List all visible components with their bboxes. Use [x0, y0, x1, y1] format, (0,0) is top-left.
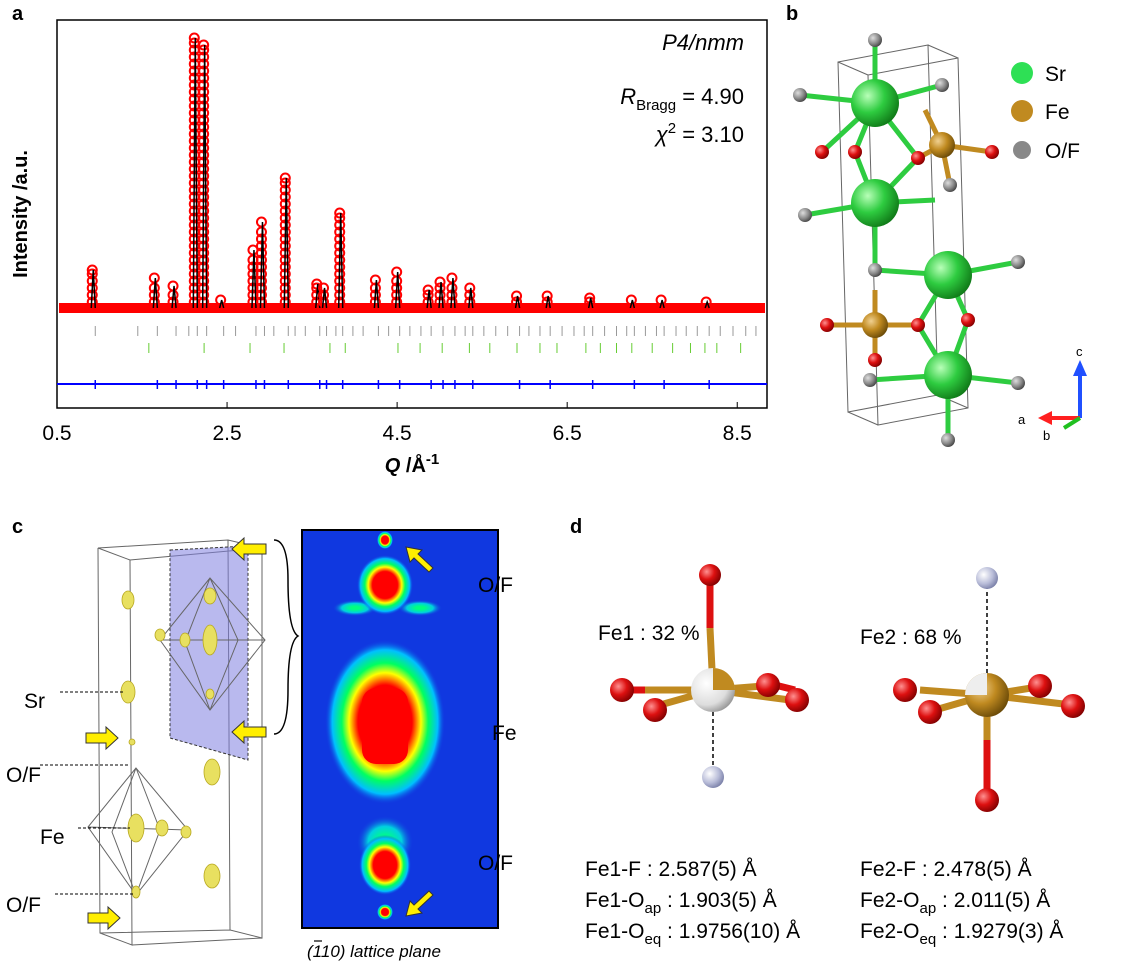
chi-symbol: χ	[654, 122, 669, 147]
panel-a: Intensity /a.u. Q /Å-1 P4/nmm RBragg = 4…	[10, 20, 767, 477]
r-value: = 4.90	[676, 84, 744, 109]
bond-name: Fe1-O	[585, 889, 645, 912]
figure: a b c d Intensity /a.u. Q /Å-1 P4/nmm RB…	[0, 0, 1140, 966]
panel-label: a	[12, 3, 24, 25]
panel-c: Sr O/F Fe O/F O/F Fe O/F (110) lattice p…	[6, 530, 517, 961]
bond-length: Fe1-Oap : 1.903(5) Å	[585, 889, 777, 917]
bond-sub: eq	[920, 931, 937, 948]
axis-label: b	[1043, 428, 1050, 443]
map-label: O/F	[478, 574, 513, 597]
legend-swatch	[1013, 141, 1031, 159]
bond-value: : 2.011(5) Å	[936, 889, 1050, 912]
legend-label: Fe	[1045, 101, 1070, 124]
page: {"panel_labels": ["a", "b", "c", "d"], "…	[0, 0, 1140, 966]
caption-rest: 10) lattice plane	[321, 942, 441, 961]
bond-value: : 1.9756(10) Å	[661, 920, 800, 943]
observed-peak	[257, 218, 266, 227]
observed-peak	[436, 278, 445, 287]
legend-swatch	[1011, 100, 1033, 122]
legend-label: O/F	[1045, 140, 1080, 163]
bond-length: Fe1-Oeq : 1.9756(10) Å	[585, 920, 800, 948]
chi-value: = 3.10	[676, 122, 744, 147]
space-group: P4/nmm	[662, 30, 744, 55]
panel-label: c	[12, 516, 23, 538]
observed-peak	[150, 274, 159, 283]
bond-lengths: Fe1-F : 2.587(5) ÅFe1-Oap : 1.903(5) ÅFe…	[585, 858, 1063, 948]
site-label: Fe1 : 32 %	[598, 622, 700, 645]
map-label: Fe	[492, 722, 517, 745]
bond-length: Fe2-Oap : 2.011(5) Å	[860, 889, 1050, 917]
r-bragg: RBragg = 4.90	[620, 84, 744, 114]
bond-sub: ap	[920, 900, 937, 917]
bond-sub: ap	[645, 900, 662, 917]
map-caption: (110) lattice plane	[307, 942, 441, 961]
panel-label: d	[570, 516, 582, 538]
panel-d: Fe1 : 32 % Fe2 : 68 % Fe1-F : 2.587(5) Å…	[585, 564, 1085, 948]
r-symbol: R	[620, 84, 636, 109]
legend-label: Sr	[1045, 63, 1066, 86]
bond-name: Fe1-O	[585, 920, 645, 943]
atom-label: Fe	[40, 826, 65, 849]
bond-value: : 2.587(5) Å	[641, 858, 757, 881]
legend-swatch	[1011, 62, 1033, 84]
brace	[274, 540, 298, 734]
bond-name: Fe2-F	[860, 858, 916, 881]
axis-label: c	[1076, 344, 1083, 359]
observed-peak	[392, 268, 401, 277]
bond-sub: eq	[645, 931, 662, 948]
x-label-unit: /Å	[400, 453, 426, 477]
map-label: O/F	[478, 852, 513, 875]
bond-name: Fe2-O	[860, 920, 920, 943]
axis-label: a	[1018, 412, 1026, 427]
site-label: Fe2 : 68 %	[860, 626, 962, 649]
bond-name: Fe2-O	[860, 889, 920, 912]
plot-frame	[57, 20, 767, 408]
x-axis-label: Q /Å-1	[385, 451, 439, 477]
x-label-symbol: Q	[385, 455, 401, 477]
atom-label: O/F	[6, 894, 41, 917]
chi2: χ2 = 3.10	[654, 120, 744, 147]
r-sub: Bragg	[636, 97, 676, 114]
x-tick-label: 6.5	[553, 422, 582, 445]
y-axis-label: Intensity /a.u.	[10, 150, 32, 278]
calculated-peak	[203, 45, 207, 308]
panel-label: b	[786, 3, 798, 25]
bond-name: Fe1-F	[585, 858, 641, 881]
bond-length: Fe1-F : 2.587(5) Å	[585, 858, 757, 881]
chi-sup: 2	[668, 120, 676, 137]
bonds	[800, 40, 1018, 440]
bond-value: : 2.478(5) Å	[916, 858, 1032, 881]
bond-length: Fe2-F : 2.478(5) Å	[860, 858, 1032, 881]
x-label-sup: -1	[426, 451, 439, 468]
panel-b: Sr Fe O/F c a b	[793, 33, 1087, 447]
bond-value: : 1.9279(3) Å	[936, 920, 1063, 943]
bond-length: Fe2-Oeq : 1.9279(3) Å	[860, 920, 1063, 948]
observed-peak	[447, 274, 456, 283]
x-tick-label: 2.5	[212, 422, 241, 445]
atom-label: Sr	[24, 690, 45, 713]
bond-value: : 1.903(5) Å	[661, 889, 777, 912]
x-tick-label: 0.5	[42, 422, 71, 445]
x-tick-label: 4.5	[383, 422, 412, 445]
x-tick-label: 8.5	[723, 422, 752, 445]
atom-label: O/F	[6, 764, 41, 787]
